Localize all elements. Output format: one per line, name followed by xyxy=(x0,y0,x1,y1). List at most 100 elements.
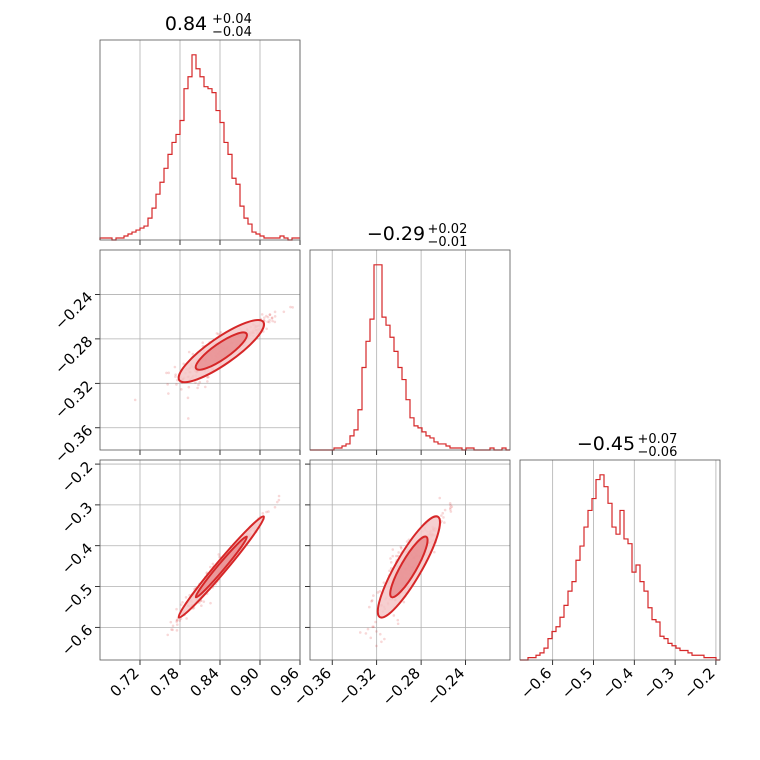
scatter-point xyxy=(265,314,268,318)
scatter-point xyxy=(367,605,371,609)
x-tick-label: −0.6 xyxy=(517,664,555,702)
scatter-point xyxy=(358,631,362,634)
param-title-minus: −0.01 xyxy=(428,235,468,250)
scatter-point xyxy=(167,371,170,375)
x-tick-label: −0.24 xyxy=(423,664,468,709)
scatter-point xyxy=(271,319,274,323)
scatter-point xyxy=(397,551,400,554)
scatter-point xyxy=(209,565,212,569)
scatter-point xyxy=(260,313,264,316)
histogram-step-line xyxy=(520,474,720,661)
scatter-point xyxy=(169,620,173,624)
scatter-point xyxy=(375,630,378,633)
scatter-point xyxy=(200,604,203,607)
scatter-point xyxy=(371,625,374,629)
scatter-point xyxy=(133,398,137,402)
scatter-point xyxy=(364,632,368,635)
scatter-point xyxy=(180,388,183,391)
scatter-point xyxy=(175,619,179,622)
scatter-point xyxy=(383,637,386,641)
scatter-point xyxy=(207,375,210,379)
scatter-point xyxy=(402,600,406,604)
y-tick-label: −0.36 xyxy=(51,421,96,466)
scatter-point xyxy=(441,511,445,515)
scatter-point xyxy=(394,554,398,558)
scatter-point xyxy=(175,620,178,623)
scatter-point xyxy=(391,548,395,551)
y-tick-label: −0.6 xyxy=(58,621,96,659)
scatter-point xyxy=(186,417,190,420)
scatter-point xyxy=(388,569,391,573)
scatter-point xyxy=(201,341,204,345)
scatter-point xyxy=(182,362,185,366)
scatter-point xyxy=(266,315,270,319)
scatter-point xyxy=(175,629,179,632)
scatter-point xyxy=(448,502,452,505)
scatter-point xyxy=(173,365,177,369)
scatter-point xyxy=(175,623,179,626)
scatter-point xyxy=(277,494,281,498)
scatter-point xyxy=(449,503,452,507)
scatter-point xyxy=(303,301,306,304)
scatter-point xyxy=(206,380,209,383)
panel-frame xyxy=(99,459,301,661)
panel-frame xyxy=(99,39,301,241)
x-tick-label: −0.4 xyxy=(599,664,637,702)
scatter-point xyxy=(178,619,182,622)
histogram-panel-1: −0.29 +0.02−0.01 xyxy=(309,222,511,455)
scatter-panel-0-2 xyxy=(95,459,301,665)
histogram-panel-0: 0.84 +0.04−0.04 xyxy=(99,12,301,245)
x-tick-label: 0.72 xyxy=(106,664,142,700)
scatter-point xyxy=(442,516,445,519)
scatter-point xyxy=(175,607,178,611)
scatter-point xyxy=(174,373,177,376)
scatter-point xyxy=(369,636,373,640)
scatter-point xyxy=(171,624,175,628)
scatter-point xyxy=(175,383,178,386)
scatter-point xyxy=(440,514,443,517)
scatter-point xyxy=(267,510,270,513)
scatter-point xyxy=(266,320,269,324)
scatter-point xyxy=(217,332,220,336)
scatter-point xyxy=(450,505,454,509)
scatter-point xyxy=(370,599,374,602)
scatter-point xyxy=(277,498,281,502)
scatter-point xyxy=(282,310,286,314)
histogram-step-line xyxy=(99,54,300,241)
scatter-point xyxy=(198,380,202,384)
scatter-point xyxy=(268,313,272,317)
scatter-point xyxy=(443,508,447,512)
scatter-point xyxy=(405,540,409,543)
scatter-panel-0-1 xyxy=(95,249,306,455)
contour-line-level-1 xyxy=(194,535,248,599)
scatter-point xyxy=(392,614,396,617)
scatter-point xyxy=(166,633,170,637)
scatter-point xyxy=(448,508,452,511)
x-tick-label: 0.78 xyxy=(146,664,182,700)
scatter-point xyxy=(366,627,370,631)
scatter-point xyxy=(370,599,373,603)
scatter-point xyxy=(389,557,392,560)
scatter-point xyxy=(165,371,168,375)
scatter-point xyxy=(166,383,169,386)
scatter-point xyxy=(205,571,209,574)
scatter-point xyxy=(268,318,271,322)
scatter-point xyxy=(273,320,277,324)
scatter-point xyxy=(197,383,200,387)
scatter-point xyxy=(378,590,382,593)
y-tick-label: −0.5 xyxy=(58,580,96,618)
scatter-content xyxy=(166,494,281,637)
scatter-point xyxy=(399,545,403,549)
scatter-point xyxy=(187,385,191,389)
scatter-point xyxy=(174,375,177,378)
scatter-point xyxy=(375,644,378,648)
scatter-point xyxy=(179,603,183,606)
scatter-point xyxy=(167,392,170,395)
scatter-point xyxy=(433,550,436,554)
scatter-point xyxy=(219,331,223,334)
param-title-minus: −0.04 xyxy=(212,25,252,40)
panel-frame xyxy=(519,459,721,661)
scatter-point xyxy=(265,327,268,331)
scatter-point xyxy=(203,385,207,389)
scatter-point xyxy=(389,561,393,564)
